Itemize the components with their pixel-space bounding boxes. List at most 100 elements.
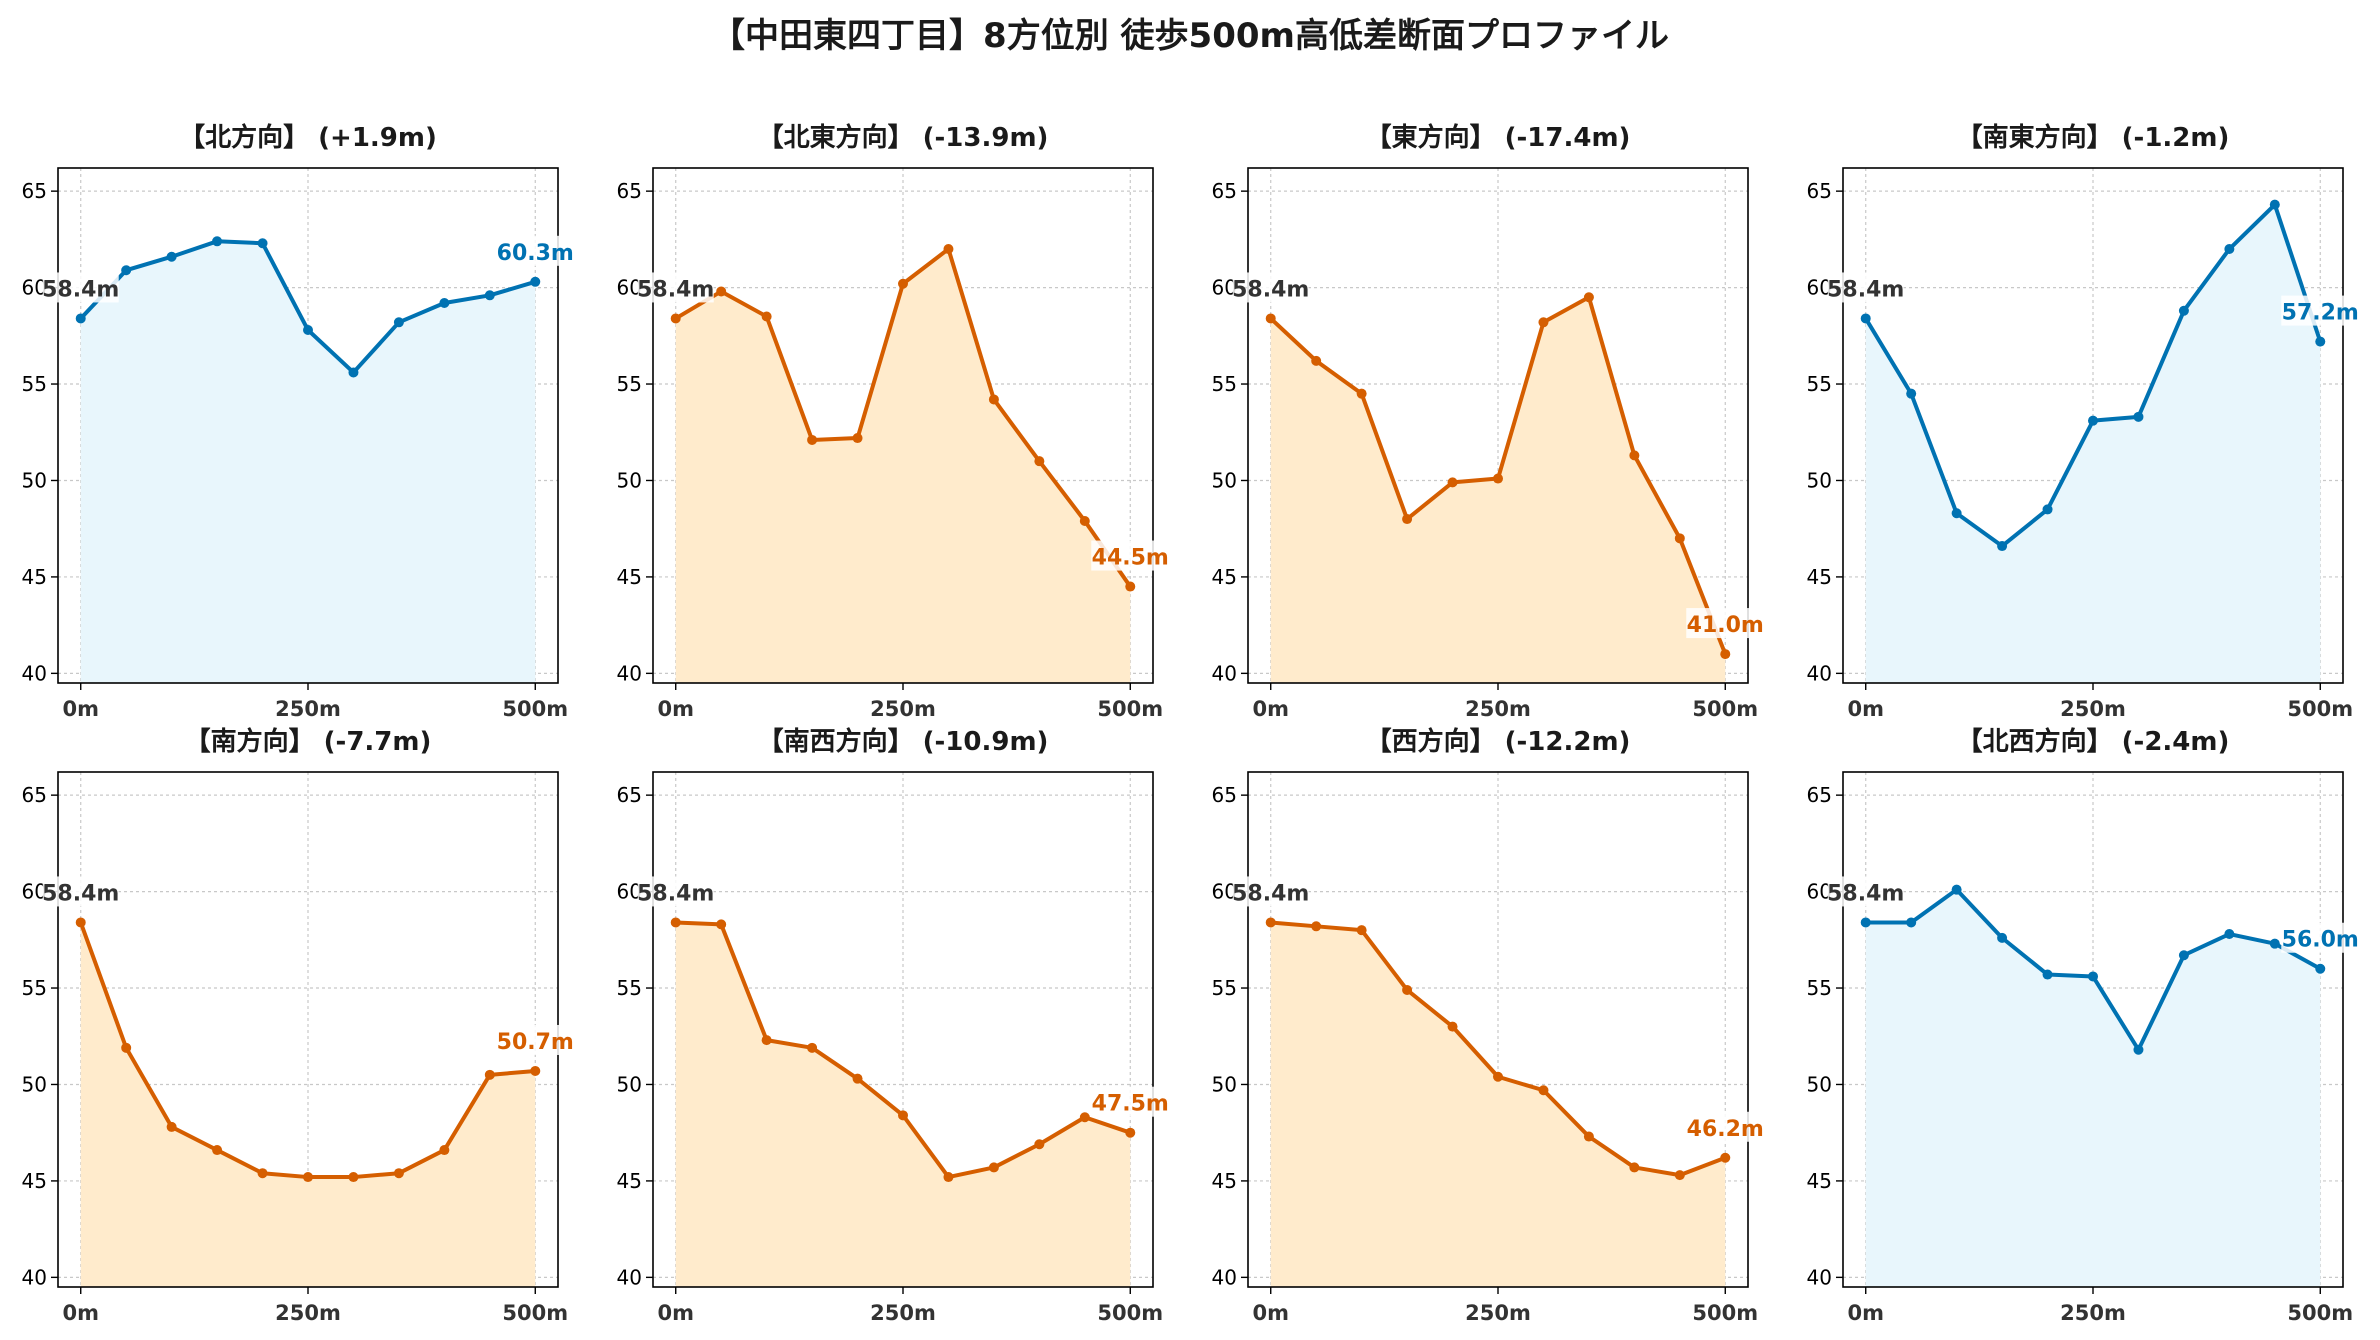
y-tick-label: 45: [22, 1169, 47, 1193]
start-label-bg: [637, 272, 714, 303]
data-point: [2178, 305, 2189, 316]
data-point: [716, 286, 727, 297]
y-tick-label: 40: [1807, 661, 1832, 685]
x-tick-label: 0m: [1252, 1301, 1289, 1325]
x-tick-label: 500m: [1692, 697, 1758, 721]
start-elevation-label: 58.4m: [42, 277, 119, 302]
x-tick-label: 250m: [275, 1301, 341, 1325]
y-tick-label: 40: [617, 1265, 642, 1289]
y-tick-label: 45: [22, 565, 47, 589]
data-point: [1447, 1021, 1458, 1032]
y-tick-label: 55: [617, 976, 642, 1000]
data-point: [2042, 969, 2053, 980]
y-tick-label: 65: [617, 783, 642, 807]
start-label-bg: [1232, 272, 1309, 303]
end-elevation-label: 57.2m: [2282, 301, 2359, 326]
data-point: [1265, 313, 1276, 324]
data-point: [670, 917, 681, 928]
panel-title: 【南西方向】 (-10.9m): [758, 726, 1049, 757]
data-point: [1629, 450, 1640, 461]
x-tick-label: 500m: [502, 697, 568, 721]
data-point: [530, 276, 541, 287]
data-point: [1493, 473, 1503, 484]
y-tick-label: 55: [1807, 976, 1832, 1000]
start-elevation-label: 58.4m: [1232, 881, 1309, 906]
area-fill: [675, 249, 1131, 683]
data-point: [1125, 581, 1136, 592]
data-point: [1951, 884, 1962, 895]
data-point: [1860, 917, 1871, 928]
data-point: [348, 367, 359, 378]
y-tick-label: 50: [1807, 1072, 1832, 1096]
data-point: [1034, 456, 1045, 467]
y-tick-label: 65: [1807, 179, 1832, 203]
y-tick-label: 55: [22, 976, 47, 1000]
panel-title: 【北東方向】 (-13.9m): [758, 122, 1049, 153]
data-point: [852, 1073, 863, 1084]
end-label-bg: [1686, 1111, 1765, 1142]
y-tick-label: 45: [617, 565, 642, 589]
data-point: [484, 1069, 495, 1080]
data-point: [1311, 921, 1322, 932]
y-tick-label: 50: [617, 468, 642, 492]
y-tick-label: 45: [1807, 565, 1832, 589]
data-point: [1997, 932, 2008, 943]
y-tick-label: 45: [1212, 565, 1237, 589]
data-point: [2224, 244, 2235, 255]
start-label-bg: [1827, 876, 1904, 907]
panel-title: 【南方向】 (-7.7m): [185, 726, 432, 757]
data-point: [1674, 533, 1685, 544]
data-point: [75, 917, 86, 928]
end-elevation-label: 50.7m: [497, 1030, 574, 1055]
data-point: [166, 251, 177, 262]
data-point: [898, 1110, 908, 1121]
data-point: [943, 244, 954, 255]
figure-title: 【中田東四丁目】8方位別 徒歩500m高低差断面プロファイル: [711, 16, 1669, 56]
panel-title: 【北方向】 (+1.9m): [179, 122, 437, 153]
data-point: [898, 278, 908, 289]
data-point: [1629, 1162, 1640, 1173]
x-tick-label: 0m: [62, 1301, 99, 1325]
x-tick-label: 500m: [2287, 1301, 2353, 1325]
start-elevation-label: 58.4m: [42, 881, 119, 906]
x-tick-label: 250m: [870, 1301, 936, 1325]
data-point: [988, 1162, 999, 1173]
y-tick-label: 50: [617, 1072, 642, 1096]
y-tick-label: 55: [1212, 976, 1237, 1000]
data-point: [2315, 336, 2326, 347]
x-tick-label: 250m: [1465, 1301, 1531, 1325]
y-tick-label: 40: [22, 1265, 47, 1289]
data-point: [1311, 355, 1322, 366]
panel-title: 【南東方向】 (-1.2m): [1957, 122, 2230, 153]
data-point: [1034, 1139, 1045, 1150]
data-point: [1906, 917, 1917, 928]
x-tick-label: 0m: [1847, 697, 1884, 721]
y-tick-label: 40: [1212, 661, 1237, 685]
y-tick-label: 65: [22, 179, 47, 203]
end-elevation-label: 44.5m: [1092, 546, 1169, 571]
data-point: [988, 394, 999, 405]
data-point: [1493, 1071, 1503, 1082]
start-elevation-label: 58.4m: [1232, 277, 1309, 302]
data-point: [2042, 504, 2053, 515]
start-elevation-label: 58.4m: [637, 277, 714, 302]
data-point: [484, 290, 495, 301]
x-tick-label: 0m: [1252, 697, 1289, 721]
data-point: [2224, 929, 2235, 940]
x-tick-label: 500m: [502, 1301, 568, 1325]
end-elevation-label: 60.3m: [497, 241, 574, 266]
data-point: [121, 1042, 132, 1053]
data-point: [1447, 477, 1458, 488]
start-elevation-label: 58.4m: [637, 881, 714, 906]
end-elevation-label: 56.0m: [2282, 928, 2359, 953]
y-tick-label: 55: [1807, 372, 1832, 396]
y-tick-label: 65: [1807, 783, 1832, 807]
data-point: [2178, 950, 2189, 961]
start-elevation-label: 58.4m: [1827, 881, 1904, 906]
data-point: [1860, 313, 1871, 324]
data-point: [1265, 917, 1276, 928]
